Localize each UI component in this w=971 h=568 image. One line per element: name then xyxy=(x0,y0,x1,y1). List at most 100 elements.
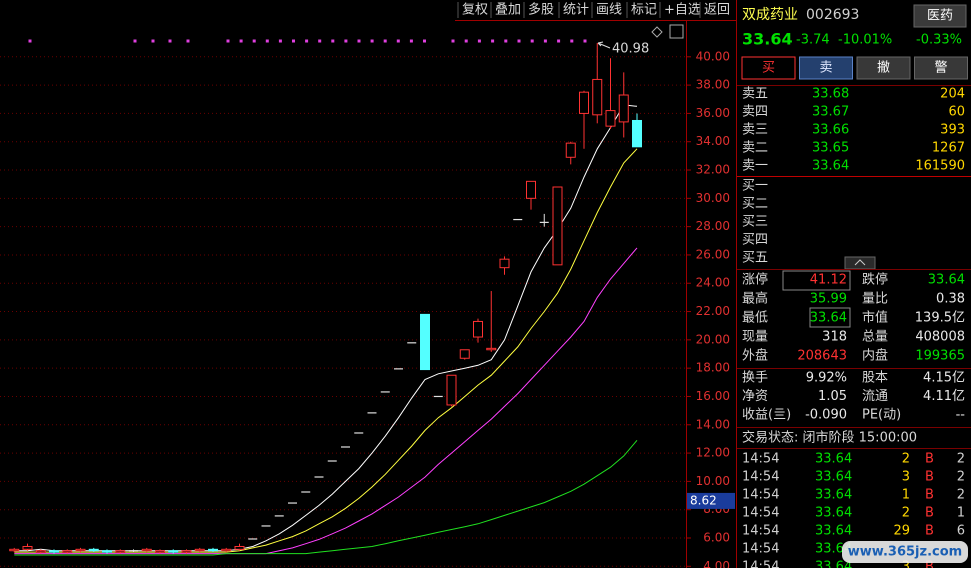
stat-value: 199365 xyxy=(915,349,965,364)
ask-label: 卖一 xyxy=(742,159,768,174)
trade-volume: 3 xyxy=(902,560,910,568)
candle-body xyxy=(459,349,470,359)
candle-body xyxy=(194,548,205,552)
candle-body xyxy=(35,550,46,553)
stat-label: 最低 xyxy=(742,311,768,326)
signal-dot xyxy=(252,39,256,43)
candle-body xyxy=(499,258,510,269)
trade-button[interactable] xyxy=(914,56,968,80)
sector-change: -0.33% xyxy=(916,33,962,48)
candle-body xyxy=(473,320,483,338)
candle-body xyxy=(234,545,245,550)
y-tick-label: 14.00 xyxy=(696,417,730,431)
trade-time: 14:54 xyxy=(742,560,779,568)
signal-dot xyxy=(451,39,455,43)
ask-volume: 1267 xyxy=(932,141,965,156)
trade-button-label[interactable]: 卖 xyxy=(819,61,832,76)
stat-label: 外盘 xyxy=(742,348,768,364)
price-tag-label: 8.62 xyxy=(690,493,717,507)
y-tick-label: 36.00 xyxy=(696,106,730,120)
stat-label: 净资 xyxy=(742,389,768,404)
trade-button-label[interactable]: 买 xyxy=(762,61,775,76)
y-tick-label: 12.00 xyxy=(696,446,730,460)
candle-body xyxy=(221,548,232,552)
trade-side: B xyxy=(925,488,934,503)
candle-body xyxy=(552,186,563,266)
signal-dot xyxy=(292,39,295,43)
stock-code: 002693 xyxy=(806,7,859,23)
candle-body xyxy=(88,548,99,552)
trade-time: 14:54 xyxy=(742,470,779,485)
toolbar-button[interactable]: 标记 xyxy=(631,3,657,18)
candle-body xyxy=(565,142,576,158)
signal-dot xyxy=(357,39,361,43)
trade-price: 33.64 xyxy=(815,452,852,467)
ask-volume: 204 xyxy=(940,87,965,102)
value-box xyxy=(809,307,851,328)
moving-average xyxy=(14,439,638,556)
toolbar-button[interactable]: 返回 xyxy=(704,3,730,18)
stat-label: 涨停 xyxy=(742,272,768,288)
trade-side: B xyxy=(925,506,934,521)
trade-button-label[interactable]: 撤 xyxy=(877,60,890,76)
collapse-tab[interactable] xyxy=(844,256,876,270)
trade-volume: 2 xyxy=(902,452,910,467)
change: -3.74 xyxy=(796,33,830,48)
ask-price: 33.67 xyxy=(812,105,849,120)
ask-price: 33.68 xyxy=(812,87,849,102)
y-tick-label: 10.00 xyxy=(696,474,730,488)
toolbar-button[interactable]: 复权 xyxy=(462,2,488,18)
toolbar-button[interactable]: 多股 xyxy=(528,2,554,18)
trade-button[interactable] xyxy=(856,56,911,80)
signal-dot xyxy=(370,39,374,43)
candle-body xyxy=(102,550,112,553)
candle-body xyxy=(579,91,589,114)
y-tick-label: 40.00 xyxy=(696,49,730,63)
toolbar-button[interactable]: 画线 xyxy=(596,3,622,18)
candle-body xyxy=(526,180,536,199)
stat-label: 量比 xyxy=(862,292,888,307)
price-tag xyxy=(687,492,735,509)
diamond-icon[interactable] xyxy=(651,26,663,38)
stat-value: 33.64 xyxy=(810,311,847,326)
toolbar-button[interactable]: +自选 xyxy=(664,3,701,18)
trade-price: 33.64 xyxy=(815,470,852,485)
trade-volume: 1 xyxy=(902,488,910,503)
y-tick-label: 16.00 xyxy=(696,389,730,403)
candle-body xyxy=(181,550,192,553)
trade-price: 33.64 xyxy=(815,524,852,539)
ask-price: 33.65 xyxy=(812,141,849,156)
y-tick-label: 24.00 xyxy=(696,276,730,290)
signal-dot xyxy=(344,39,348,43)
trade-side: B xyxy=(925,452,934,467)
signal-dot xyxy=(226,39,230,43)
candle-body xyxy=(75,548,86,552)
trade-count: 2 xyxy=(957,470,965,485)
signal-dot xyxy=(517,39,521,43)
toolbar-button[interactable]: 叠加 xyxy=(495,3,521,18)
bid-label: 买五 xyxy=(742,251,768,266)
toolbar-button[interactable]: 统计 xyxy=(563,3,589,18)
ask-volume: 161590 xyxy=(915,159,965,174)
stat-value: 9.92% xyxy=(806,371,847,386)
trade-button[interactable] xyxy=(799,56,853,80)
candle-body xyxy=(115,550,126,553)
trade-button[interactable] xyxy=(741,56,796,80)
candle-body xyxy=(605,110,616,127)
signal-dot xyxy=(409,39,413,43)
signal-dot xyxy=(477,39,481,43)
trade-time: 14:54 xyxy=(742,488,779,503)
trade-button-label[interactable]: 警 xyxy=(934,60,947,76)
sector-box[interactable] xyxy=(913,4,967,28)
signal-dot xyxy=(278,39,282,43)
signal-dot xyxy=(265,39,269,43)
candle-body xyxy=(155,550,165,553)
value-box xyxy=(782,270,851,291)
scroll-icon[interactable] xyxy=(669,24,684,39)
signal-dot xyxy=(133,39,137,43)
trade-time: 14:54 xyxy=(742,524,779,539)
sector-name[interactable]: 医药 xyxy=(927,9,953,24)
stat-label: 跌停 xyxy=(862,272,888,288)
ask-price: 33.66 xyxy=(812,123,849,138)
